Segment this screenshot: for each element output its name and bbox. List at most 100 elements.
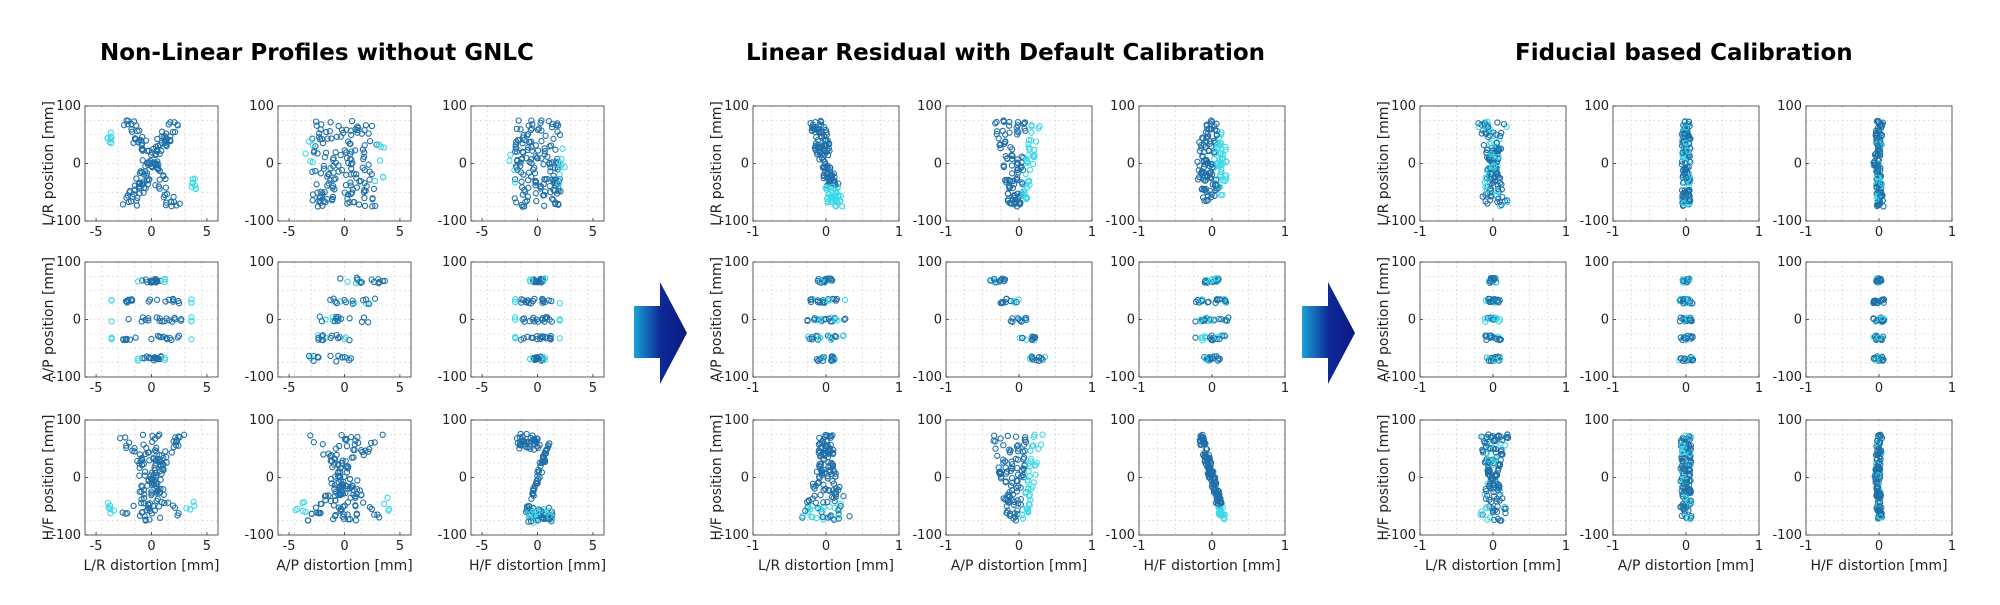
data-point — [829, 477, 836, 485]
data-point — [553, 122, 560, 129]
data-point — [1211, 316, 1219, 323]
data-point — [513, 125, 520, 133]
subplot-2-2-0: -100 0 100 -1 0 1 H/F position [mm] L/R distort… — [1376, 413, 1570, 574]
data-point — [327, 119, 334, 126]
data-point — [325, 170, 333, 178]
data-point — [832, 493, 840, 500]
y-tick-label: 0 — [459, 313, 467, 328]
data-point — [1488, 170, 1496, 178]
data-point — [825, 193, 832, 201]
data-point — [152, 151, 159, 159]
y-tick-label: 0 — [1408, 471, 1416, 486]
data-point — [341, 473, 348, 480]
data-point — [1873, 184, 1880, 191]
data-point — [148, 492, 155, 499]
data-point — [123, 335, 130, 343]
data-point — [154, 135, 161, 143]
data-point — [524, 193, 532, 200]
data-point — [154, 495, 161, 502]
data-point — [362, 187, 369, 195]
y-tick-label: 100 — [249, 255, 274, 270]
y-tick-label: -100 — [912, 370, 942, 385]
data-point — [525, 518, 532, 525]
data-point — [369, 196, 376, 203]
data-point — [816, 473, 823, 480]
data-point — [108, 139, 115, 147]
data-point — [534, 335, 541, 343]
data-point — [1499, 193, 1506, 201]
data-point — [1877, 447, 1885, 454]
y-tick-label: 0 — [266, 313, 274, 328]
data-point — [347, 179, 354, 186]
data-point — [1876, 475, 1883, 483]
data-point — [1203, 134, 1210, 142]
data-point — [1687, 497, 1694, 504]
data-point — [341, 353, 348, 361]
data-point — [152, 355, 159, 362]
data-point — [1878, 123, 1885, 130]
data-point — [1202, 278, 1209, 285]
data-point — [511, 179, 519, 186]
data-point — [816, 299, 824, 306]
data-point — [534, 147, 542, 154]
y-tick-label: 100 — [724, 99, 749, 114]
data-point — [332, 149, 339, 156]
x-tick-label: -5 — [476, 539, 489, 554]
data-point — [1489, 509, 1497, 516]
data-point — [349, 300, 356, 307]
data-point — [1014, 174, 1021, 181]
data-point — [152, 182, 159, 189]
data-point — [512, 334, 519, 341]
data-point — [339, 490, 347, 497]
data-point — [348, 454, 355, 461]
data-point — [825, 297, 833, 304]
data-point — [1218, 169, 1225, 176]
data-point — [330, 502, 337, 509]
data-point — [1498, 201, 1505, 209]
data-point — [1504, 199, 1511, 206]
data-point — [358, 318, 366, 325]
data-point — [309, 168, 316, 175]
y-axis-label: A/P position [mm] — [41, 257, 57, 382]
data-point — [511, 148, 519, 155]
data-point — [814, 151, 821, 158]
x-tick-label: -5 — [476, 381, 489, 396]
data-point — [829, 353, 836, 360]
data-point — [143, 444, 150, 452]
data-point — [828, 198, 836, 205]
data-point — [1496, 517, 1504, 524]
data-point — [335, 122, 342, 130]
data-point — [1682, 124, 1690, 131]
y-axis-label: H/F position [mm] — [709, 415, 725, 541]
data-point — [1013, 488, 1020, 495]
subplot-0-0-1: -100 0 100 -5 0 5 — [244, 99, 412, 240]
data-point — [1880, 356, 1887, 363]
data-point — [156, 514, 164, 521]
data-point — [337, 151, 344, 159]
data-point — [361, 202, 369, 210]
y-tick-label: 100 — [249, 99, 274, 114]
data-point — [122, 297, 130, 305]
data-point — [329, 156, 337, 163]
data-point — [138, 496, 145, 503]
data-point — [1013, 507, 1021, 514]
data-point — [817, 461, 825, 468]
data-point — [1004, 432, 1011, 440]
data-point — [545, 443, 552, 450]
data-point — [1008, 162, 1016, 169]
data-point — [331, 318, 339, 325]
data-point — [1214, 139, 1221, 147]
data-point — [550, 135, 557, 142]
data-point — [539, 295, 546, 303]
data-point — [1010, 501, 1018, 508]
subplot-2-1-1: -100 0 100 -1 0 1 — [1579, 255, 1763, 396]
subplot-2-1-2: -100 0 100 -1 0 1 — [1772, 255, 1956, 396]
data-point — [1019, 448, 1027, 455]
x-tick-label: 0 — [1015, 539, 1023, 554]
data-point — [1685, 118, 1693, 125]
y-tick-label: 0 — [1601, 471, 1609, 486]
data-point — [1481, 439, 1488, 447]
x-tick-label: 5 — [589, 225, 597, 240]
data-point — [532, 179, 540, 186]
data-point — [523, 197, 531, 204]
